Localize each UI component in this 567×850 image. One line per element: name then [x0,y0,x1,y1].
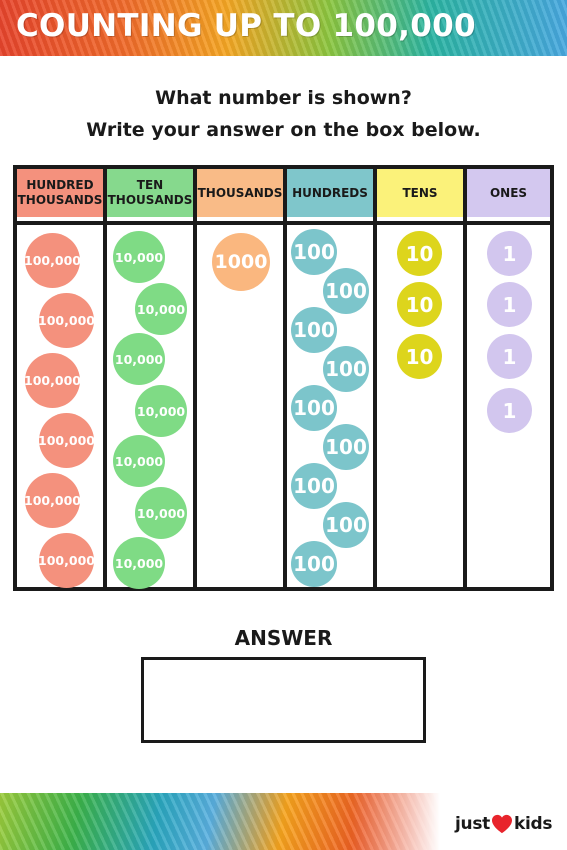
bottom-banner [0,793,440,850]
column-header: TENS [377,169,463,217]
disc-10000: 10,000 [113,231,165,283]
column-header: TEN THOUSANDS [107,169,193,217]
brand-left-text: just [455,814,490,834]
disc-100000: 100,000 [38,293,95,348]
disc-10000: 10,000 [135,385,187,437]
disc-10000: 10,000 [135,487,187,539]
brand-logo: just kids [455,812,553,836]
heart-icon [491,814,512,834]
disc-10: 10 [397,334,442,379]
disc-10000: 10,000 [135,283,187,335]
column-header: ONES [467,169,550,217]
disc-1: 1 [487,282,532,327]
column-ones: ONES 1 1 1 1 [467,169,550,587]
column-header: HUNDREDS [287,169,373,217]
answer-label: ANSWER [234,626,333,650]
top-banner: COUNTING UP TO 100,000 [0,0,567,56]
brand-right-text: kids [513,814,553,834]
disc-10000: 10,000 [113,333,165,385]
column-header: THOUSANDS [197,169,283,217]
disc-100: 100 [291,229,337,275]
disc-10: 10 [397,231,442,276]
column-thousands: THOUSANDS 1000 [197,169,283,587]
column-header: HUNDRED THOUSANDS [17,169,103,217]
page-title: COUNTING UP TO 100,000 [16,8,476,44]
disc-100: 100 [291,541,337,587]
disc-100000: 100,000 [24,233,81,288]
disc-100: 100 [323,502,369,548]
answer-box[interactable] [141,657,426,743]
disc-1000: 1000 [212,233,270,291]
disc-100: 100 [291,385,337,431]
disc-10000: 10,000 [113,435,165,487]
column-ten-thousands: TEN THOUSANDS 10,000 10,000 10,000 10,00… [107,169,193,589]
instruction-line-1: What number is shown? [155,87,412,109]
place-value-table: HUNDRED THOUSANDS 100,000 100,000 100,00… [13,165,554,591]
disc-1: 1 [487,388,532,433]
disc-100: 100 [291,307,337,353]
disc-10: 10 [397,282,442,327]
disc-100000: 100,000 [38,413,95,468]
disc-100: 100 [291,463,337,509]
column-tens: TENS 10 10 10 [377,169,463,587]
disc-100: 100 [323,424,369,470]
instruction-line-2: Write your answer on the box below. [86,119,481,141]
disc-100: 100 [323,346,369,392]
disc-100: 100 [323,268,369,314]
disc-1: 1 [487,334,532,379]
disc-10000: 10,000 [113,537,165,589]
disc-100000: 100,000 [38,533,95,588]
column-hundreds: HUNDREDS 100 100 100 100 100 100 100 100… [287,169,373,587]
disc-100000: 100,000 [24,353,81,408]
disc-1: 1 [487,231,532,276]
column-hundred-thousands: HUNDRED THOUSANDS 100,000 100,000 100,00… [17,169,103,588]
disc-100000: 100,000 [24,473,81,528]
